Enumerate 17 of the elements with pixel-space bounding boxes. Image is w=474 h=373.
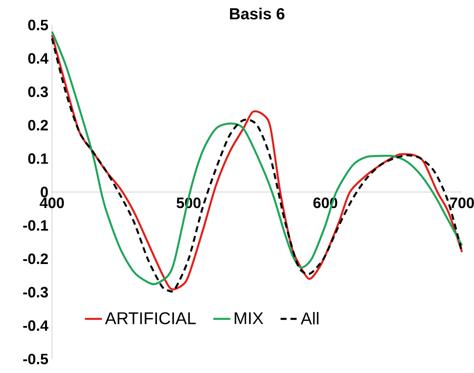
y-tick-label: 0.3 — [28, 86, 48, 98]
y-tick-label: 0 — [40, 186, 48, 198]
y-tick-label: 0.4 — [28, 53, 48, 64]
y-tick-label: -0.2 — [23, 253, 48, 264]
y-tick-label: 0.2 — [28, 120, 48, 131]
chart-title: Basis 6 — [230, 8, 284, 20]
legend-label: All — [300, 312, 318, 324]
y-tick-label: -0.5 — [23, 354, 48, 364]
legend-label: ARTIFICIAL — [105, 312, 196, 324]
y-tick-label: -0.1 — [23, 220, 48, 231]
y-tick-label: -0.3 — [23, 286, 48, 298]
y-tick-label: -0.4 — [23, 320, 48, 331]
legend-label: MIX — [234, 312, 264, 324]
y-tick-label: 0.5 — [28, 20, 48, 30]
x-tick-label: 700 — [450, 198, 474, 208]
y-tick-label: 0.1 — [28, 153, 48, 164]
x-tick-label: 400 — [40, 198, 64, 208]
